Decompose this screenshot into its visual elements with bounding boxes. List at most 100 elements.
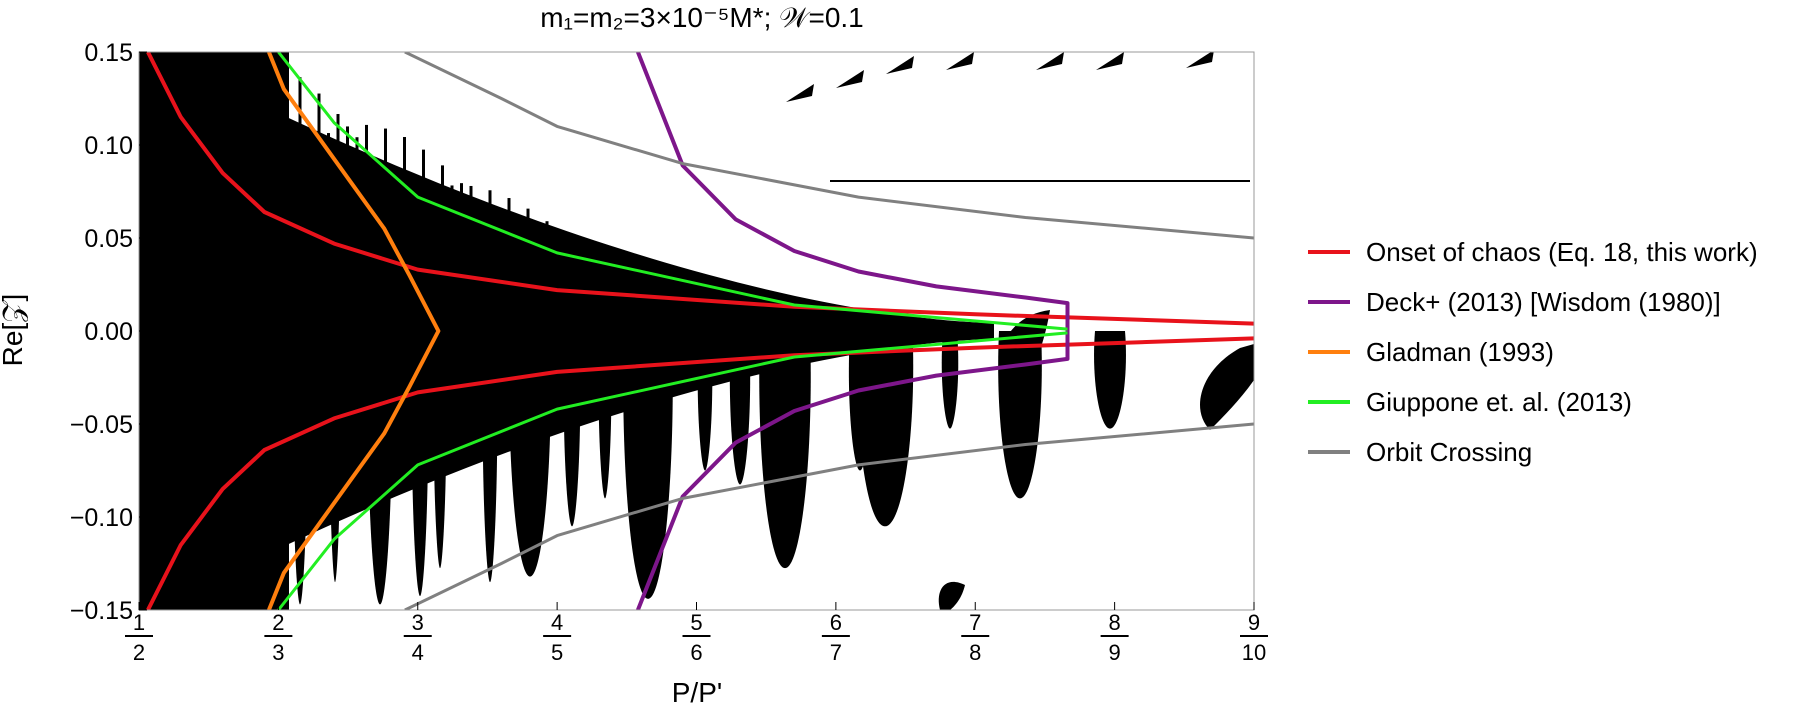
chaos-spike — [612, 258, 615, 291]
chaos-spike — [355, 137, 359, 291]
chaos-spike — [545, 221, 549, 291]
chaos-spike — [498, 219, 501, 291]
chaos-spike — [374, 161, 378, 291]
x-tick-numerator: 1 — [133, 610, 145, 635]
chaos-spike — [346, 126, 349, 291]
series-line-onset-of-chaos-eq-18-this-work — [146, 336, 1254, 610]
chaos-speck — [1186, 52, 1214, 68]
plot-area — [138, 51, 1255, 611]
chaos-spike — [431, 188, 435, 291]
chaos-finger — [292, 331, 308, 605]
series-line-deck-2013-wisdom-1980 — [636, 331, 1070, 610]
x-tick-denominator: 4 — [412, 640, 424, 665]
y-tick-label: −0.10 — [70, 504, 133, 532]
chaos-spike — [365, 124, 368, 291]
chaos-spike — [593, 249, 596, 291]
chaos-spike — [422, 149, 425, 291]
chaos-spike — [526, 208, 530, 291]
x-tick-numerator: 3 — [412, 610, 424, 635]
x-tick-numerator: 2 — [272, 610, 284, 635]
series-line-orbit-crossing — [404, 422, 1254, 610]
chaos-spike — [488, 190, 492, 291]
series-line-gladman-1993 — [267, 52, 441, 610]
chaos-speck — [946, 52, 974, 70]
legend-label-gladman-1993: Gladman (1993) — [1366, 337, 1554, 367]
chaos-finger — [211, 331, 229, 605]
legend-label-giuppone-et-al-2013: Giuppone et. al. (2013) — [1366, 387, 1632, 417]
y-tick-label: 0.05 — [84, 225, 133, 253]
chaos-spike — [640, 280, 644, 291]
series-curves — [146, 52, 1254, 610]
y-tick-label: 0.15 — [84, 39, 133, 67]
chaos-spike — [412, 195, 416, 291]
x-tick-denominator: 10 — [1242, 640, 1266, 665]
chaos-spike — [441, 165, 444, 291]
chaos-spike — [507, 198, 511, 291]
y-tick-label: −0.15 — [70, 597, 133, 625]
series-line-deck-2013-wisdom-1980 — [636, 52, 1070, 331]
chaos-finger — [598, 331, 612, 499]
chaos-map — [139, 52, 1254, 610]
x-tick-denominator: 7 — [830, 640, 842, 665]
chaos-finger — [255, 331, 269, 605]
chaos-spike — [659, 286, 663, 291]
x-tick-numerator: 6 — [830, 610, 842, 635]
series-line-onset-of-chaos-eq-18-this-work — [146, 52, 1254, 326]
chaos-finger — [1094, 331, 1126, 429]
legend-label-orbit-crossing: Orbit Crossing — [1366, 437, 1532, 467]
chaos-finger — [367, 331, 393, 605]
x-tick-denominator: 8 — [969, 640, 981, 665]
chaos-finger — [329, 331, 341, 583]
chaos-spike — [298, 77, 302, 292]
y-tick-label: 0.10 — [84, 132, 133, 160]
x-tick-numerator: 9 — [1248, 610, 1260, 635]
chaos-finger — [856, 331, 914, 527]
x-tick-denominator: 9 — [1109, 640, 1121, 665]
chaos-spike — [384, 128, 387, 291]
chaos-finger — [563, 331, 581, 527]
chaos-finger — [759, 331, 811, 569]
chart-title: m₁=m₂=3×10⁻⁵M*; 𝒲=0.1 — [540, 2, 864, 33]
chaos-finger — [509, 331, 551, 577]
chaos-spike — [621, 272, 625, 291]
y-axis-label: Re[𝒵] — [0, 294, 28, 367]
x-tick-denominator: 2 — [133, 640, 145, 665]
chaos-finger — [697, 331, 713, 471]
x-axis: 1 2 2 3 3 4 4 5 5 6 6 7 7 8 8 9 9 10 — [125, 602, 1268, 665]
chaos-spike — [308, 144, 311, 291]
chaos-streak — [830, 180, 1250, 182]
series-line-orbit-crossing — [404, 52, 1254, 240]
legend-label-onset-of-chaos-eq-18-this-work: Onset of chaos (Eq. 18, this work) — [1366, 237, 1758, 267]
chaos-spike — [574, 243, 577, 291]
legend-label-deck-2013-wisdom-1980: Deck+ (2013) [Wisdom (1980)] — [1366, 287, 1721, 317]
chaos-speck — [1036, 52, 1064, 70]
x-tick-numerator: 4 — [551, 610, 563, 635]
y-axis: 0.15 0.10 0.05 0.00 −0.05 −0.10 −0.15 — [70, 39, 147, 625]
chaos-spike — [583, 248, 587, 291]
chaos-spike — [327, 133, 330, 291]
chaos-spike — [517, 236, 520, 291]
chaos-spike — [336, 114, 340, 291]
x-tick-denominator: 6 — [690, 640, 702, 665]
chaos-speck — [886, 56, 914, 74]
chaos-finger — [941, 331, 959, 429]
y-tick-label: −0.05 — [70, 411, 133, 439]
chaos-spike — [479, 201, 482, 291]
x-tick-numerator: 8 — [1109, 610, 1121, 635]
chaos-spike — [393, 185, 397, 291]
chaos-spike — [403, 137, 406, 291]
chaos-spike — [536, 238, 539, 291]
chaos-spike — [650, 280, 653, 291]
y-tick-label: 0.00 — [84, 318, 133, 346]
chaos-island — [1200, 344, 1254, 430]
chaos-speck — [836, 70, 864, 88]
chaos-finger — [623, 331, 673, 599]
chaos-spike — [602, 261, 606, 291]
x-tick-denominator: 5 — [551, 640, 563, 665]
chaos-spike — [631, 269, 634, 291]
chaos-spike — [317, 93, 321, 291]
chaos-spike — [469, 185, 473, 291]
chaos-spike — [460, 183, 463, 291]
legend: Onset of chaos (Eq. 18, this work) Deck+ … — [1308, 237, 1758, 467]
